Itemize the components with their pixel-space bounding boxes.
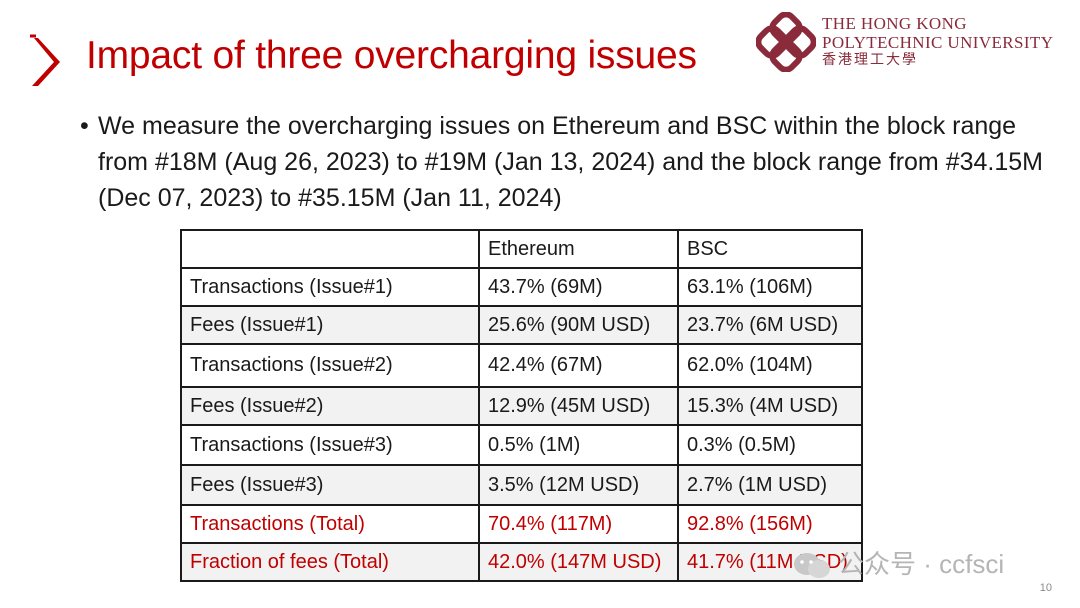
table-cell: 63.1% (106M) (677, 267, 863, 307)
table-cell: Transactions (Issue#1) (180, 267, 480, 307)
table-cell: 15.3% (4M USD) (677, 386, 863, 426)
table-row-total: Transactions (Total) 70.4% (117M) 92.8% … (180, 504, 863, 544)
table-cell: Fees (Issue#2) (180, 386, 480, 426)
slide-title: Impact of three overcharging issues (86, 34, 697, 77)
table-header-row: Ethereum BSC (180, 229, 863, 269)
page-number: 10 (1039, 582, 1052, 594)
table-cell: 23.7% (6M USD) (677, 305, 863, 345)
logo-line-3: 香港理工大學 (822, 53, 918, 68)
table-cell: Transactions (Issue#2) (180, 343, 480, 388)
table-cell: 2.7% (1M USD) (677, 464, 863, 506)
table-row: Transactions (Issue#3) 0.5% (1M) 0.3% (0… (180, 424, 863, 466)
table-cell: 62.0% (104M) (677, 343, 863, 388)
table-cell: Fraction of fees (Total) (180, 542, 480, 582)
table-cell: 42.4% (67M) (478, 343, 679, 388)
table-cell: 92.8% (156M) (677, 504, 863, 544)
logo-line-1: THE HONG KONG (822, 14, 967, 33)
table-cell: Transactions (Total) (180, 504, 480, 544)
table-cell: Fees (Issue#1) (180, 305, 480, 345)
university-logo: THE HONG KONG POLYTECHNIC UNIVERSITY 香港理… (756, 12, 1068, 74)
table-cell: 3.5% (12M USD) (478, 464, 679, 506)
table-cell: 70.4% (117M) (478, 504, 679, 544)
bullet-dot-icon: • (80, 112, 89, 140)
polyu-emblem-icon (756, 12, 816, 72)
table-row: Transactions (Issue#2) 42.4% (67M) 62.0%… (180, 343, 863, 388)
wechat-icon (794, 553, 830, 579)
table-cell: 25.6% (90M USD) (478, 305, 679, 345)
watermark-text: 公众号 · ccfsci (838, 549, 1005, 579)
table-cell: 43.7% (69M) (478, 267, 679, 307)
table-cell: Fees (Issue#3) (180, 464, 480, 506)
table-header-cell: Ethereum (478, 229, 679, 269)
title-chevron-icon (30, 34, 60, 86)
table-cell: 0.3% (0.5M) (677, 424, 863, 466)
wechat-watermark: 公众号 · ccfsci (792, 544, 1004, 581)
table-header-cell (180, 229, 480, 269)
overcharging-table: Ethereum BSC Transactions (Issue#1) 43.7… (180, 229, 863, 582)
bullet-point: • We measure the overcharging issues on E… (80, 108, 1068, 216)
table-cell: Transactions (Issue#3) (180, 424, 480, 466)
table-cell: 12.9% (45M USD) (478, 386, 679, 426)
table-row: Transactions (Issue#1) 43.7% (69M) 63.1%… (180, 267, 863, 307)
table-header-cell: BSC (677, 229, 863, 269)
table-row: Fees (Issue#3) 3.5% (12M USD) 2.7% (1M U… (180, 464, 863, 506)
table-row-total: Fraction of fees (Total) 42.0% (147M USD… (180, 542, 863, 582)
bullet-text: We measure the overcharging issues on Et… (98, 112, 1043, 212)
table-row: Fees (Issue#1) 25.6% (90M USD) 23.7% (6M… (180, 305, 863, 345)
table-cell: 42.0% (147M USD) (478, 542, 679, 582)
table-row: Fees (Issue#2) 12.9% (45M USD) 15.3% (4M… (180, 386, 863, 426)
logo-line-2: POLYTECHNIC UNIVERSITY (822, 33, 1054, 52)
table-cell: 0.5% (1M) (478, 424, 679, 466)
